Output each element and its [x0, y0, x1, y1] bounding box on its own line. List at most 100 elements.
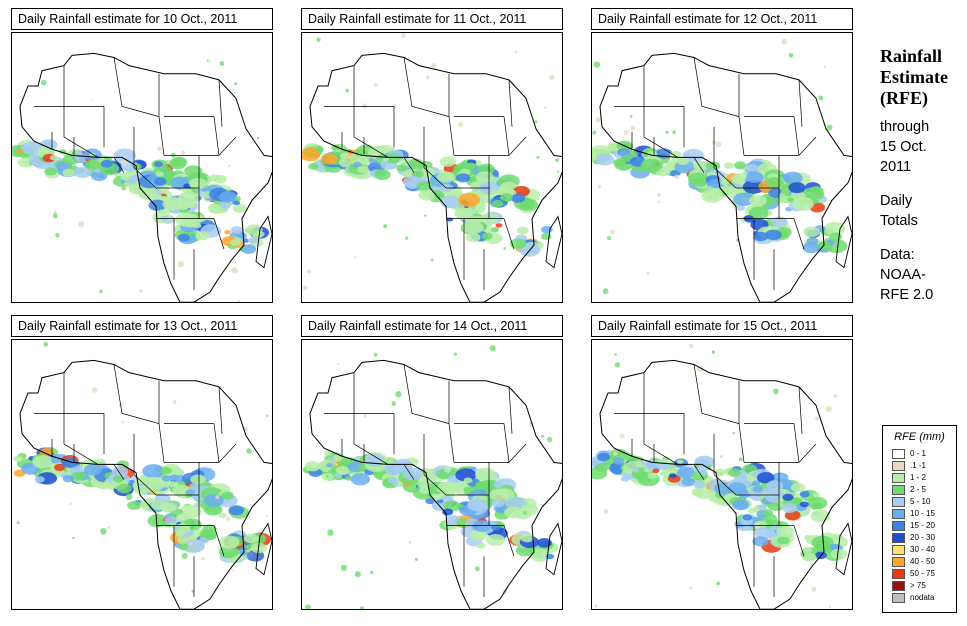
- map-frame: [301, 339, 563, 610]
- through-label: through: [880, 119, 930, 135]
- coastline: [599, 359, 852, 609]
- panel-caption: Daily Rainfall estimate for 14 Oct., 201…: [301, 315, 563, 337]
- country-borders: [34, 364, 237, 597]
- legend-label: 30 - 40: [910, 545, 935, 554]
- legend-label: 0 - 1: [910, 449, 927, 458]
- panel-caption: Daily Rainfall estimate for 10 Oct., 201…: [11, 8, 273, 30]
- rainfall-map-panel-5: Daily Rainfall estimate for 14 Oct., 201…: [301, 315, 563, 610]
- legend-row: 40 - 50: [892, 556, 956, 568]
- legend-label: 2 - 5: [910, 485, 927, 494]
- legend-label: 10 - 15: [910, 509, 935, 518]
- legend-swatch: [892, 473, 905, 483]
- legend-swatch: [892, 569, 905, 579]
- legend-label: > 75: [910, 581, 926, 590]
- africa-rainfall-map: [302, 33, 562, 302]
- through-date: 15 Oct.: [880, 139, 927, 155]
- rainfall-map-panel-6: Daily Rainfall estimate for 15 Oct., 201…: [591, 315, 853, 610]
- side-title-line: Estimate: [880, 67, 948, 87]
- legend-swatch: [892, 461, 905, 471]
- rainfall-map-panel-4: Daily Rainfall estimate for 13 Oct., 201…: [11, 315, 273, 610]
- africa-rainfall-map: [13, 342, 272, 609]
- panel-caption: Daily Rainfall estimate for 12 Oct., 201…: [591, 8, 853, 30]
- legend-swatch: [892, 533, 905, 543]
- rainfall-legend: RFE (mm) 0 - 1 .1 -1 1 - 2 2 - 5 5 - 10 …: [882, 425, 957, 613]
- legend-swatch: [892, 581, 905, 591]
- country-borders: [614, 364, 817, 597]
- rainfall-map-panel-1: Daily Rainfall estimate for 10 Oct., 201…: [11, 8, 273, 303]
- data-label: Data:: [880, 247, 915, 263]
- legend-row: 2 - 5: [892, 484, 956, 496]
- side-title-line: Rainfall: [880, 46, 943, 66]
- coastline: [599, 52, 852, 302]
- legend-row: 1 - 2: [892, 472, 956, 484]
- legend-swatch: [892, 593, 905, 603]
- map-frame: [591, 32, 853, 303]
- panel-caption: Daily Rainfall estimate for 13 Oct., 201…: [11, 315, 273, 337]
- legend-row: 30 - 40: [892, 544, 956, 556]
- country-borders: [614, 57, 817, 290]
- legend-swatch: [892, 485, 905, 495]
- totals-label: Totals: [880, 213, 918, 229]
- legend-label: .1 -1: [910, 461, 927, 470]
- legend-label: 40 - 50: [910, 557, 935, 566]
- rainfall-map-panel-2: Daily Rainfall estimate for 11 Oct., 201…: [301, 8, 563, 303]
- legend-swatch: [892, 509, 905, 519]
- legend-swatch: [892, 497, 905, 507]
- africa-rainfall-map: [592, 38, 852, 302]
- legend-row: 5 - 10: [892, 496, 956, 508]
- africa-rainfall-map: [592, 343, 852, 609]
- rainfall-field: [302, 33, 560, 291]
- country-borders: [324, 57, 527, 290]
- legend-row: 50 - 75: [892, 568, 956, 580]
- africa-rainfall-map: [12, 52, 272, 302]
- panel-caption: Daily Rainfall estimate for 11 Oct., 201…: [301, 8, 563, 30]
- legend-swatch: [892, 557, 905, 567]
- side-title-line: (RFE): [880, 88, 928, 108]
- legend-label: 50 - 75: [910, 569, 935, 578]
- legend-label: 5 - 10: [910, 497, 931, 506]
- legend-label: 20 - 30: [910, 533, 935, 542]
- madagascar-outline: [545, 522, 562, 576]
- through-year: 2011: [880, 159, 912, 175]
- legend-title: RFE (mm): [894, 431, 945, 443]
- legend-swatch: [892, 545, 905, 555]
- rainfall-field: [592, 343, 848, 609]
- rainfall-map-panel-3: Daily Rainfall estimate for 12 Oct., 201…: [591, 8, 853, 303]
- legend-label: nodata: [910, 593, 935, 602]
- legend-swatch: [892, 449, 905, 459]
- legend-row: 15 - 20: [892, 520, 956, 532]
- madagascar-outline: [255, 215, 272, 269]
- legend-row: 10 - 15: [892, 508, 956, 520]
- panel-caption: Daily Rainfall estimate for 15 Oct., 201…: [591, 315, 853, 337]
- coastline: [309, 359, 562, 609]
- data-source: NOAA-: [880, 267, 926, 283]
- legend-row: 20 - 30: [892, 532, 956, 544]
- legend-row: .1 -1: [892, 460, 956, 472]
- legend-swatch: [892, 521, 905, 531]
- map-frame: [591, 339, 853, 610]
- map-frame: [11, 339, 273, 610]
- legend-row: nodata: [892, 592, 956, 604]
- legend-label: 15 - 20: [910, 521, 935, 530]
- data-source-version: RFE 2.0: [880, 287, 934, 303]
- madagascar-outline: [835, 215, 852, 269]
- legend-label: 1 - 2: [910, 473, 927, 482]
- daily-label: Daily: [880, 193, 913, 209]
- map-frame: [11, 32, 273, 303]
- rainfall-field: [302, 344, 559, 609]
- coastline: [19, 359, 272, 609]
- africa-rainfall-map: [302, 344, 562, 609]
- legend-row: > 75: [892, 580, 956, 592]
- madagascar-outline: [835, 522, 852, 576]
- side-annotation: Rainfall Estimate (RFE) through 15 Oct. …: [880, 46, 964, 305]
- coastline: [309, 52, 562, 302]
- madagascar-outline: [255, 522, 272, 576]
- rainfall-field: [592, 38, 848, 295]
- map-frame: [301, 32, 563, 303]
- country-borders: [34, 57, 237, 290]
- country-borders: [324, 364, 527, 597]
- madagascar-outline: [545, 215, 562, 269]
- coastline: [19, 52, 272, 302]
- rainfall-field: [13, 342, 272, 593]
- legend-row: 0 - 1: [892, 448, 956, 460]
